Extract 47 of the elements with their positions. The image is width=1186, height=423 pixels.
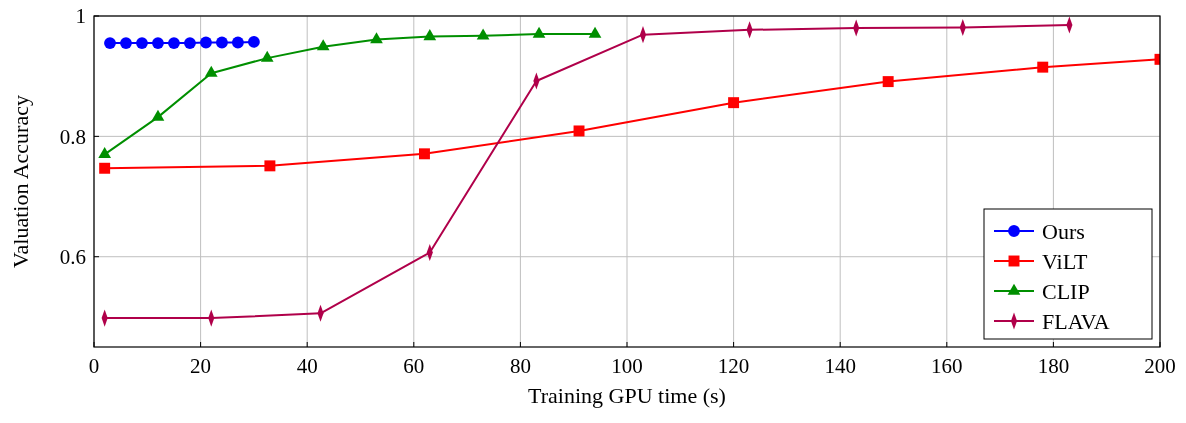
point <box>264 160 276 172</box>
x-tick-label: 140 <box>824 354 856 378</box>
point <box>260 50 274 62</box>
x-tick-label: 120 <box>717 354 750 378</box>
point <box>104 37 116 49</box>
x-tick-label: 100 <box>611 354 643 378</box>
point <box>184 37 196 49</box>
point <box>316 39 330 51</box>
y-tick-label: 1 <box>75 4 86 29</box>
y-axis-title: Valuation Accuracy <box>8 95 33 268</box>
x-tick-label: 0 <box>88 354 100 378</box>
point <box>728 97 740 109</box>
legend-label: Ours <box>1042 218 1085 244</box>
x-axis-title: Training GPU time (s) <box>528 383 726 408</box>
point <box>882 76 894 88</box>
point <box>532 26 546 38</box>
point <box>423 29 437 41</box>
point <box>247 35 260 48</box>
x-tick-label: 20 <box>190 354 212 378</box>
point <box>200 36 212 49</box>
point <box>136 37 148 49</box>
point <box>588 26 602 38</box>
point <box>120 37 132 49</box>
point <box>204 65 218 77</box>
legend-label: CLIP <box>1042 278 1090 304</box>
point <box>573 125 585 137</box>
legend-label: FLAVA <box>1042 308 1110 334</box>
point <box>151 109 165 121</box>
x-tick-label: 40 <box>296 354 318 378</box>
point <box>418 148 430 160</box>
x-tick-label: 80 <box>509 354 531 378</box>
legend-label: ViLT <box>1042 248 1089 274</box>
point <box>152 37 164 49</box>
x-tick-label: 200 <box>1144 354 1176 378</box>
point <box>370 32 383 44</box>
x-tick-label: 180 <box>1037 354 1070 378</box>
point <box>1037 61 1049 73</box>
point <box>231 36 244 49</box>
y-tick-label: 0.6 <box>59 245 86 270</box>
y-tick-label: 0.8 <box>59 124 86 149</box>
point <box>98 147 112 159</box>
point <box>476 28 490 40</box>
point <box>216 36 228 49</box>
x-tick-label: 160 <box>931 354 963 378</box>
point <box>99 162 111 174</box>
x-tick-label: 60 <box>403 354 425 378</box>
point <box>168 37 180 49</box>
